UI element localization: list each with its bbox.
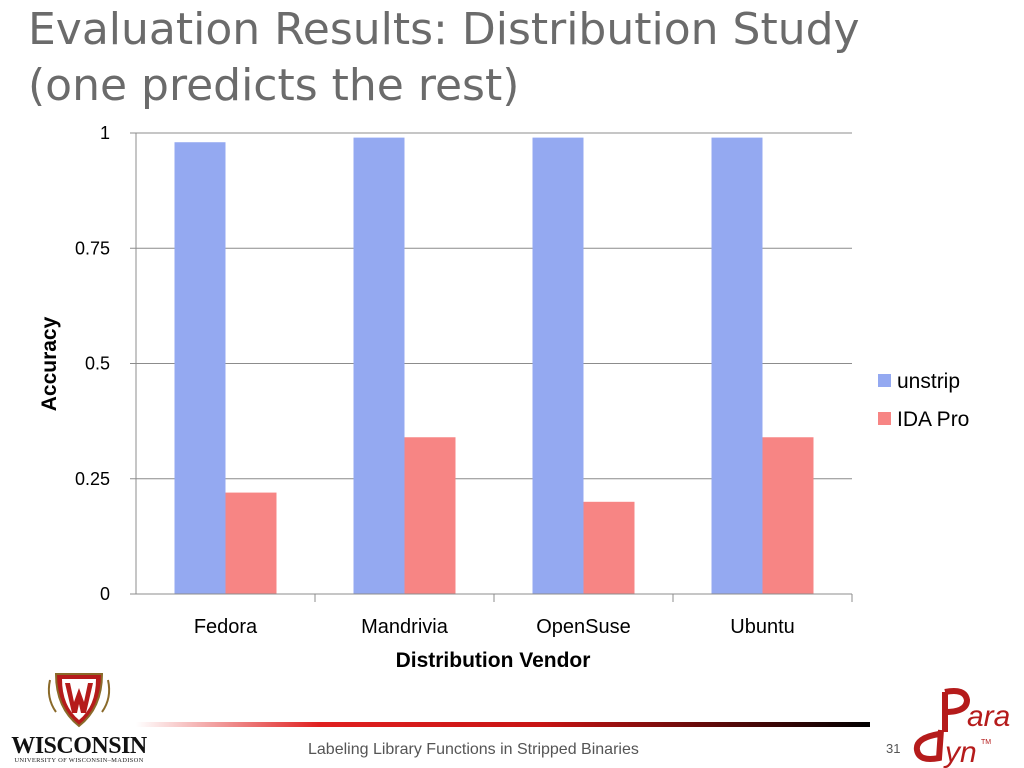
uw-wordmark: WISCONSIN [11, 733, 147, 759]
footer-divider [136, 722, 870, 727]
slide-title: Evaluation Results: Distribution Study (… [28, 2, 988, 114]
svg-text:TM: TM [981, 739, 991, 746]
bar-chart: 0 0.25 0.5 0.75 1 Fedora Mandrivia OpenSuse Ubun… [38, 123, 969, 672]
axes [130, 132, 853, 602]
x-axis-title: Distribution Vendor [396, 649, 591, 672]
legend-swatch [878, 412, 891, 425]
footer-title: Labeling Library Functions in Stripped B… [308, 741, 639, 758]
bar-ida-pro-fedora [225, 492, 277, 594]
tick-labels: 0 0.25 0.5 0.75 1 Fedora Mandrivia OpenSuse Ubun… [75, 123, 795, 638]
y-tick-label: 0 [100, 584, 110, 604]
page-number: 31 [886, 741, 901, 756]
x-tick-label: Fedora [194, 616, 258, 638]
legend-label: IDA Pro [897, 408, 969, 431]
x-tick-label: Ubuntu [730, 616, 795, 638]
svg-text:ara: ara [967, 700, 1010, 733]
y-axis-title: Accuracy [38, 316, 61, 411]
legend-label: unstrip [897, 370, 960, 393]
legend: unstrip IDA Pro [878, 370, 969, 431]
bars [174, 137, 814, 595]
slide-title-line-1: Evaluation Results: Distribution Study [28, 4, 860, 55]
y-tick-label: 1 [100, 123, 110, 143]
paradyn-logo-icon: ara yn TM [913, 688, 1010, 768]
bar-ida-pro-opensuse [583, 501, 635, 594]
bar-unstrip-opensuse [532, 137, 584, 595]
y-tick-label: 0.75 [75, 238, 110, 258]
uw-crest-icon [47, 673, 111, 728]
slide-title-line-2: (one predicts the rest) [28, 60, 520, 111]
uw-subtitle: UNIVERSITY OF WISCONSIN–MADISON [14, 757, 144, 764]
bar-ida-pro-mandrivia [404, 437, 456, 594]
y-tick-label: 0.5 [85, 354, 110, 374]
bar-unstrip-fedora [174, 142, 226, 594]
svg-text:yn: yn [943, 736, 977, 768]
legend-swatch [878, 374, 891, 387]
bar-unstrip-ubuntu [711, 137, 763, 595]
y-tick-label: 0.25 [75, 469, 110, 489]
x-tick-label: OpenSuse [536, 616, 631, 638]
bar-ida-pro-ubuntu [762, 437, 814, 594]
bar-unstrip-mandrivia [353, 137, 405, 595]
x-tick-label: Mandrivia [361, 616, 449, 638]
